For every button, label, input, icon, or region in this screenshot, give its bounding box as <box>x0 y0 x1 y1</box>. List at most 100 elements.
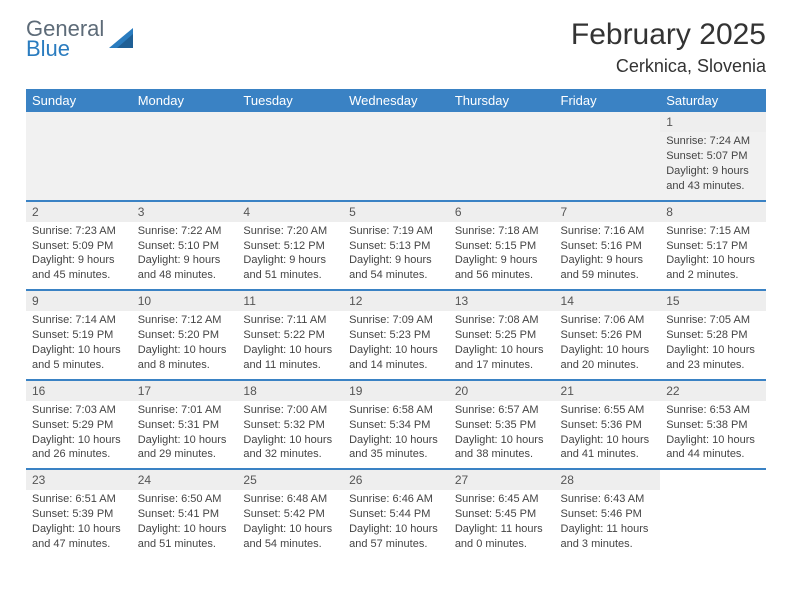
logo-sail-icon <box>107 26 137 52</box>
day-detail-line: Daylight: 10 hours <box>455 343 549 358</box>
day-detail-line: and 54 minutes. <box>243 537 337 552</box>
day-detail-line: Sunset: 5:45 PM <box>455 507 549 522</box>
day-number: 17 <box>132 381 238 401</box>
day-detail-line: and 57 minutes. <box>349 537 443 552</box>
day-detail-line: and 26 minutes. <box>32 447 126 462</box>
day-number: 19 <box>343 381 449 401</box>
day-detail-line: Sunset: 5:34 PM <box>349 418 443 433</box>
day-detail-line: Sunset: 5:09 PM <box>32 239 126 254</box>
day-detail-line: Sunset: 5:46 PM <box>561 507 655 522</box>
calendar-cell: 3Sunrise: 7:22 AMSunset: 5:10 PMDaylight… <box>132 201 238 291</box>
page-header: General Blue February 2025 Cerknica, Slo… <box>26 18 766 77</box>
calendar-cell <box>237 112 343 201</box>
day-number: 27 <box>449 470 555 490</box>
day-detail-line: and 32 minutes. <box>243 447 337 462</box>
day-detail-line: Sunrise: 6:51 AM <box>32 492 126 507</box>
calendar-cell <box>449 112 555 201</box>
day-header: Tuesday <box>237 89 343 112</box>
calendar-cell: 17Sunrise: 7:01 AMSunset: 5:31 PMDayligh… <box>132 380 238 470</box>
calendar-week-row: 9Sunrise: 7:14 AMSunset: 5:19 PMDaylight… <box>26 290 766 380</box>
day-number: 10 <box>132 291 238 311</box>
day-detail-line: Daylight: 10 hours <box>243 433 337 448</box>
day-number: 28 <box>555 470 661 490</box>
day-detail-line: Sunrise: 6:43 AM <box>561 492 655 507</box>
day-detail-line: Daylight: 9 hours <box>32 253 126 268</box>
calendar-cell: 15Sunrise: 7:05 AMSunset: 5:28 PMDayligh… <box>660 290 766 380</box>
day-detail-line: Sunset: 5:23 PM <box>349 328 443 343</box>
calendar-cell: 14Sunrise: 7:06 AMSunset: 5:26 PMDayligh… <box>555 290 661 380</box>
day-detail-line: and 17 minutes. <box>455 358 549 373</box>
day-detail-line: Sunset: 5:20 PM <box>138 328 232 343</box>
day-number: 1 <box>660 112 766 132</box>
day-detail-line: Sunrise: 7:08 AM <box>455 313 549 328</box>
day-detail-line: Sunset: 5:25 PM <box>455 328 549 343</box>
day-number: 8 <box>660 202 766 222</box>
day-number: 20 <box>449 381 555 401</box>
calendar-cell: 6Sunrise: 7:18 AMSunset: 5:15 PMDaylight… <box>449 201 555 291</box>
day-header: Sunday <box>26 89 132 112</box>
day-detail-line: Sunrise: 7:11 AM <box>243 313 337 328</box>
day-detail-line: Sunset: 5:07 PM <box>666 149 760 164</box>
day-detail-line: Sunrise: 6:53 AM <box>666 403 760 418</box>
day-detail-line: and 23 minutes. <box>666 358 760 373</box>
day-detail-line: and 45 minutes. <box>32 268 126 283</box>
day-detail-line: Sunrise: 7:20 AM <box>243 224 337 239</box>
calendar-cell: 5Sunrise: 7:19 AMSunset: 5:13 PMDaylight… <box>343 201 449 291</box>
calendar-cell: 4 Sunrise: 7:20 AMSunset: 5:12 PMDaylight… <box>237 201 343 291</box>
day-detail-line: Daylight: 9 hours <box>243 253 337 268</box>
calendar-cell: 16Sunrise: 7:03 AMSunset: 5:29 PMDayligh… <box>26 380 132 470</box>
day-detail-line: Daylight: 10 hours <box>349 343 443 358</box>
day-number: 7 <box>555 202 661 222</box>
day-detail-line: Sunset: 5:29 PM <box>32 418 126 433</box>
day-detail-line: Daylight: 9 hours <box>349 253 443 268</box>
day-detail-line: Sunset: 5:28 PM <box>666 328 760 343</box>
calendar-cell: 28Sunrise: 6:43 AMSunset: 5:46 PMDayligh… <box>555 469 661 558</box>
calendar-week-row: 16Sunrise: 7:03 AMSunset: 5:29 PMDayligh… <box>26 380 766 470</box>
day-detail-line: and 3 minutes. <box>561 537 655 552</box>
day-detail-line: Sunset: 5:39 PM <box>32 507 126 522</box>
day-detail-line: Daylight: 9 hours <box>666 164 760 179</box>
calendar-cell: 20Sunrise: 6:57 AMSunset: 5:35 PMDayligh… <box>449 380 555 470</box>
day-detail-line: Sunrise: 7:16 AM <box>561 224 655 239</box>
day-detail-line: Sunset: 5:36 PM <box>561 418 655 433</box>
day-detail-line: Sunrise: 6:48 AM <box>243 492 337 507</box>
day-number: 12 <box>343 291 449 311</box>
calendar-week-row: 1Sunrise: 7:24 AMSunset: 5:07 PMDaylight… <box>26 112 766 201</box>
calendar-cell: 18Sunrise: 7:00 AMSunset: 5:32 PMDayligh… <box>237 380 343 470</box>
calendar-cell: 13 Sunrise: 7:08 AMSunset: 5:25 PMDayligh… <box>449 290 555 380</box>
day-detail-line: Daylight: 9 hours <box>561 253 655 268</box>
day-detail-line: Daylight: 10 hours <box>32 522 126 537</box>
day-detail-line: Sunrise: 6:58 AM <box>349 403 443 418</box>
day-number: 5 <box>343 202 449 222</box>
calendar-cell: 11Sunrise: 7:11 AMSunset: 5:22 PMDayligh… <box>237 290 343 380</box>
day-detail-line: Daylight: 10 hours <box>243 522 337 537</box>
day-detail-line: Sunrise: 6:45 AM <box>455 492 549 507</box>
day-detail-line: and 51 minutes. <box>138 537 232 552</box>
calendar-cell <box>343 112 449 201</box>
calendar-cell <box>555 112 661 201</box>
day-detail-line: and 0 minutes. <box>455 537 549 552</box>
day-detail-line: Sunset: 5:35 PM <box>455 418 549 433</box>
day-detail-line: Daylight: 10 hours <box>455 433 549 448</box>
day-number: 4 <box>237 202 343 222</box>
day-detail-line: Sunrise: 7:14 AM <box>32 313 126 328</box>
day-number: 13 <box>449 291 555 311</box>
day-detail-line: Daylight: 10 hours <box>32 343 126 358</box>
day-detail-line: and 2 minutes. <box>666 268 760 283</box>
day-detail-line: Daylight: 10 hours <box>138 343 232 358</box>
day-detail-line: Sunset: 5:22 PM <box>243 328 337 343</box>
calendar-cell: 8Sunrise: 7:15 AMSunset: 5:17 PMDaylight… <box>660 201 766 291</box>
calendar-cell: 2Sunrise: 7:23 AMSunset: 5:09 PMDaylight… <box>26 201 132 291</box>
calendar-cell <box>132 112 238 201</box>
day-detail-line: Daylight: 11 hours <box>455 522 549 537</box>
day-detail-line: Sunset: 5:12 PM <box>243 239 337 254</box>
day-detail-line: Sunrise: 7:15 AM <box>666 224 760 239</box>
day-detail-line: Sunrise: 6:46 AM <box>349 492 443 507</box>
day-detail-line: and 59 minutes. <box>561 268 655 283</box>
day-detail-line: Sunrise: 7:18 AM <box>455 224 549 239</box>
day-number: 21 <box>555 381 661 401</box>
day-number: 23 <box>26 470 132 490</box>
day-header: Friday <box>555 89 661 112</box>
day-detail-line: and 51 minutes. <box>243 268 337 283</box>
day-number: 15 <box>660 291 766 311</box>
